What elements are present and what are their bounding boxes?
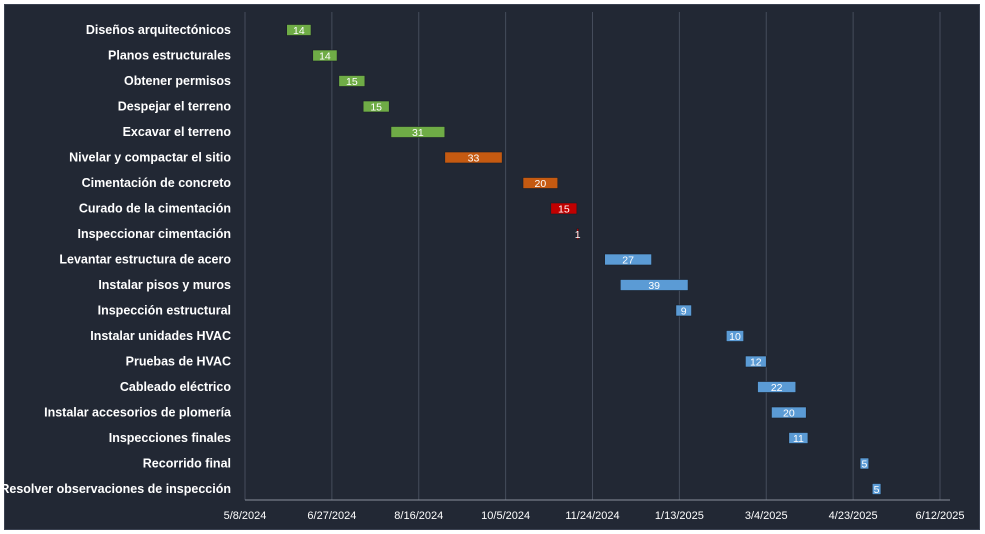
bar-duration-label: 31 <box>412 127 424 139</box>
bar-duration-label: 22 <box>771 382 783 394</box>
task-bar <box>338 75 366 87</box>
x-tick-label: 3/4/2025 <box>745 510 788 522</box>
task-label: Planos estructurales <box>108 49 231 63</box>
task-bar <box>675 304 692 317</box>
bar-duration-label: 14 <box>319 51 331 63</box>
task-label: Instalar unidades HVAC <box>90 329 231 343</box>
task-label: Inspeccionar cimentación <box>77 227 231 241</box>
x-tick-label: 8/16/2024 <box>394 510 443 522</box>
task-label: Inspección estructural <box>98 304 231 318</box>
task-label: Pruebas de HVAC <box>126 355 231 369</box>
task-label: Diseños arquitectónicos <box>86 23 231 37</box>
bar-duration-label: 10 <box>729 331 741 343</box>
x-tick-label: 6/27/2024 <box>307 510 356 522</box>
task-bar <box>771 406 807 419</box>
chart-frame <box>4 4 980 530</box>
task-label: Obtener permisos <box>124 74 231 88</box>
bar-duration-label: 15 <box>346 76 358 88</box>
bar-duration-label: 15 <box>558 204 570 216</box>
bar-duration-label: 20 <box>783 408 795 420</box>
bar-duration-label: 14 <box>293 25 305 37</box>
x-tick-label: 11/24/2024 <box>565 510 619 522</box>
task-bar <box>757 381 797 393</box>
bar-duration-label: 33 <box>468 153 480 165</box>
task-label: Despejar el terreno <box>118 100 232 114</box>
task-bar <box>444 151 503 164</box>
task-label: Cableado eléctrico <box>120 380 232 394</box>
task-label: Nivelar y compactar el sitio <box>69 151 231 165</box>
bar-duration-label: 9 <box>681 306 687 318</box>
task-label: Excavar el terreno <box>123 125 232 139</box>
bar-duration-label: 11 <box>793 433 804 445</box>
bar-duration-label: 5 <box>874 484 880 496</box>
task-label: Resolver observaciones de inspección <box>0 482 231 496</box>
x-tick-label: 5/8/2024 <box>224 510 267 522</box>
task-bar <box>619 279 689 291</box>
task-label: Instalar pisos y muros <box>98 278 231 292</box>
task-bar <box>788 432 809 444</box>
task-bar <box>871 483 882 495</box>
task-bar <box>362 100 390 113</box>
task-label: Levantar estructura de acero <box>59 253 231 267</box>
task-bar <box>725 330 744 342</box>
bar-duration-label: 15 <box>370 102 382 114</box>
task-label: Instalar accesorios de plomería <box>44 406 232 420</box>
task-bar <box>522 177 559 189</box>
bar-duration-label: 20 <box>535 178 547 190</box>
task-bar <box>859 457 870 470</box>
task-bar <box>312 49 338 62</box>
task-bar <box>576 228 579 240</box>
x-tick-label: 1/13/2025 <box>655 510 704 522</box>
x-tick-label: 10/5/2024 <box>481 510 530 522</box>
task-bar <box>550 202 578 215</box>
task-label: Recorrido final <box>143 457 231 471</box>
task-label: Inspecciones finales <box>109 431 231 445</box>
bar-duration-label: 39 <box>648 280 660 292</box>
x-tick-label: 6/12/2025 <box>916 510 965 522</box>
bar-duration-label: 5 <box>861 459 867 471</box>
bar-duration-label: 1 <box>575 229 581 241</box>
task-bar <box>390 126 446 138</box>
bar-duration-label: 27 <box>622 255 634 267</box>
task-bar <box>745 355 767 368</box>
x-tick-label: 4/23/2025 <box>829 510 878 522</box>
task-label: Curado de la cimentación <box>79 202 231 216</box>
task-bar <box>604 253 652 266</box>
bar-duration-label: 12 <box>750 357 762 369</box>
task-label: Cimentación de concreto <box>82 176 232 190</box>
task-bar <box>286 24 312 36</box>
